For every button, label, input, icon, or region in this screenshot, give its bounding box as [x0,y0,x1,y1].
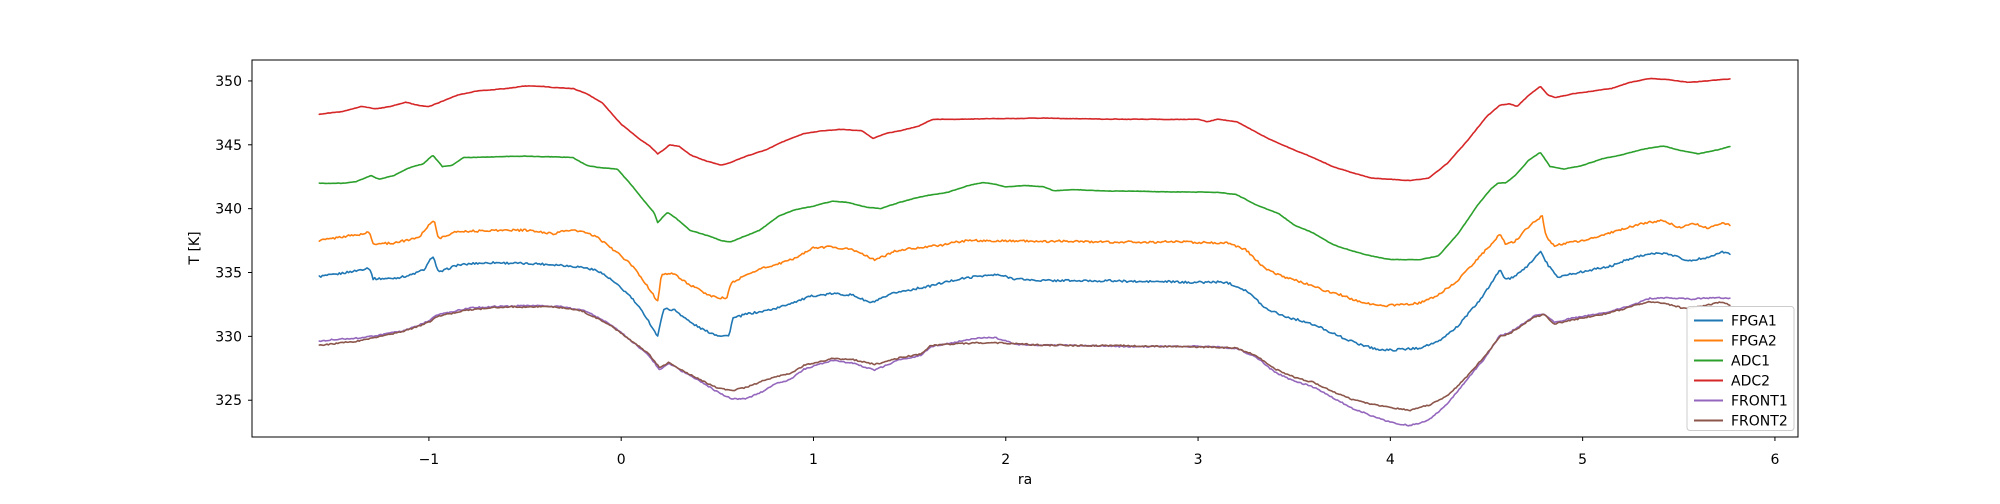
x-tick-label: −1 [419,452,440,468]
legend-label: ADC1 [1731,354,1770,370]
legend-label: FPGA2 [1731,334,1777,350]
x-tick-label: 5 [1578,452,1587,468]
y-tick-label: 345 [215,138,242,154]
series-line-FPGA2 [318,215,1731,308]
series-line-FPGA1 [318,250,1731,352]
x-tick-label: 3 [1194,452,1203,468]
series-line-ADC1 [318,145,1731,261]
plot-border [251,59,1799,438]
x-tick-label: 1 [809,452,818,468]
legend-label: FPGA1 [1731,314,1777,330]
y-tick-label: 335 [215,266,242,282]
x-tick-label: 2 [1001,452,1010,468]
legend-label: FRONT1 [1731,394,1788,410]
y-tick-label: 340 [215,202,242,218]
x-tick-label: 4 [1386,452,1395,468]
legend-item-ADC2: ADC2 [1694,374,1770,390]
series-line-FRONT2 [318,300,1731,412]
legend-item-FRONT1: FRONT1 [1694,394,1788,410]
x-tick-label: 0 [617,452,626,468]
series-line-FRONT1 [318,296,1731,427]
legend: FPGA1 FPGA2 ADC1 ADC2 FRONT1 FRONT2 [1686,306,1795,431]
legend-box [1686,306,1795,431]
legend-item-FRONT2: FRONT2 [1694,414,1788,430]
legend-label: FRONT2 [1731,414,1788,430]
x-tick-label: 6 [1770,452,1779,468]
legend-item-FPGA1: FPGA1 [1694,314,1777,330]
y-tick-label: 325 [215,393,242,409]
legend-label: ADC2 [1731,374,1770,390]
x-axis-label: ra [1018,472,1032,488]
legend-item-ADC1: ADC1 [1694,354,1770,370]
y-tick-label: 330 [215,329,242,345]
series-line-ADC2 [318,77,1731,182]
y-tick-label: 350 [215,74,242,90]
y-axis-label: T [K] [187,231,203,265]
legend-item-FPGA2: FPGA2 [1694,334,1777,350]
